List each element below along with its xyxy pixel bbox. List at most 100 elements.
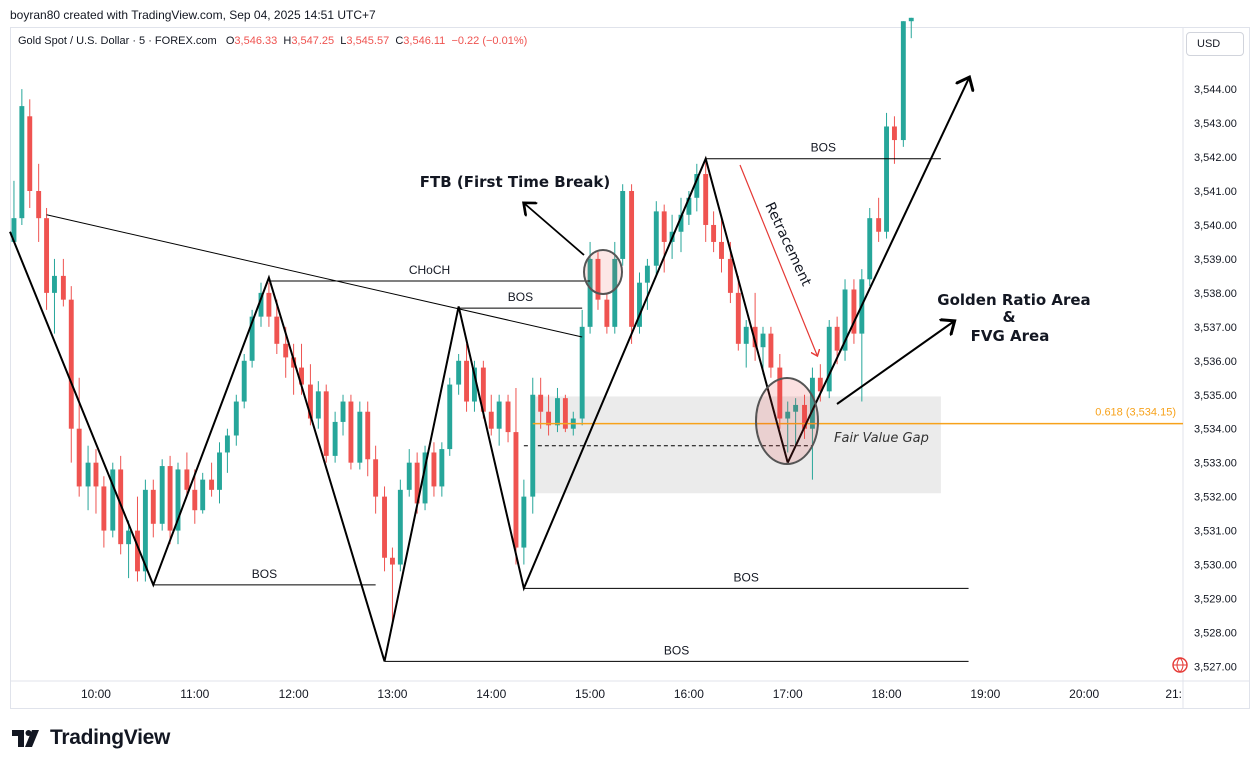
retracement-label: Retracement	[761, 200, 814, 289]
price-tick-label: 3,544.00	[1194, 84, 1237, 96]
candle-body	[447, 384, 453, 450]
candle-body	[809, 377, 815, 429]
time-tick-label: 11:00	[180, 687, 209, 701]
candle-body	[258, 292, 264, 317]
candle-body	[332, 421, 338, 456]
candle-body	[60, 275, 66, 300]
currency-button[interactable]: USD	[1186, 32, 1244, 56]
time-tick-label: 17:00	[773, 687, 803, 701]
candle-body	[431, 452, 437, 487]
price-tick-label: 3,531.00	[1194, 526, 1237, 538]
candle-body	[538, 394, 544, 412]
candle-body	[217, 452, 222, 490]
candle-body	[44, 218, 50, 293]
golden-area-arrow	[836, 322, 953, 405]
candle-body	[546, 411, 552, 426]
candle-body	[274, 316, 280, 344]
candle-body	[694, 174, 700, 198]
candle-body	[315, 391, 321, 419]
time-tick-label: 21:	[1165, 687, 1182, 701]
swing-structure-path	[9, 155, 789, 662]
price-tick-label: 3,538.00	[1194, 288, 1237, 300]
candle-body	[348, 401, 354, 463]
candle-body	[817, 377, 823, 392]
golden-area-circle	[755, 377, 819, 465]
candle-body	[711, 224, 717, 242]
retracement-arrow	[739, 164, 817, 355]
candle-body	[456, 360, 462, 385]
candle-body	[719, 241, 724, 259]
candle-body	[777, 367, 783, 419]
tradingview-brand[interactable]: TradingView	[12, 726, 170, 750]
high-label: H	[283, 35, 292, 47]
candle-body	[562, 398, 568, 429]
candle-body	[241, 360, 247, 402]
bos-label: BOS	[508, 290, 533, 304]
candle-body	[834, 326, 840, 351]
price-tick-label: 3,534.00	[1194, 424, 1237, 436]
chart-credit: boyran80 created with TradingView.com, S…	[10, 8, 376, 22]
low-label: L	[340, 35, 347, 47]
golden-ratio-label: Golden Ratio Area	[937, 291, 1090, 309]
price-tick-label: 3,540.00	[1194, 220, 1237, 232]
candle-body	[373, 459, 379, 497]
time-tick-label: 18:00	[872, 687, 902, 701]
time-tick-label: 16:00	[674, 687, 704, 701]
candle-body	[76, 428, 82, 487]
bos-label: BOS	[811, 141, 836, 155]
ftb-label: FTB (First Time Break)	[420, 173, 610, 191]
candle-body	[891, 126, 897, 141]
candle-body	[612, 258, 618, 327]
candle-body	[678, 214, 684, 232]
candle-body	[793, 404, 799, 412]
candle-body	[884, 126, 889, 232]
candle-body	[587, 258, 593, 327]
ftb-arrow	[525, 204, 585, 256]
candle-body	[184, 469, 190, 490]
candle-body	[579, 326, 585, 419]
candle-body	[406, 462, 412, 490]
candle-body	[126, 530, 132, 545]
candle-body	[768, 333, 774, 368]
candle-body	[19, 106, 25, 219]
candle-body	[752, 326, 758, 348]
candle-body	[505, 401, 511, 433]
candle-body	[85, 462, 91, 487]
choch-label: CHoCH	[409, 263, 450, 277]
price-tick-label: 3,542.00	[1194, 152, 1237, 164]
candle-body	[142, 489, 148, 572]
candle-body	[785, 411, 791, 419]
symbol-name: Gold Spot / U.S. Dollar · 5 · FOREX.com	[18, 35, 217, 47]
candle-body	[192, 489, 198, 511]
candle-body	[382, 496, 387, 558]
time-tick-label: 12:00	[279, 687, 309, 701]
time-tick-label: 14:00	[476, 687, 506, 701]
price-tick-label: 3,527.00	[1194, 661, 1237, 673]
candle-body	[200, 479, 206, 511]
price-tick-label: 3,543.00	[1194, 118, 1237, 130]
candle-body	[644, 265, 650, 283]
candle-body	[842, 289, 848, 351]
candle-body	[397, 489, 403, 565]
tradingview-wordmark: TradingView	[50, 726, 171, 749]
time-tick-label: 19:00	[970, 687, 1000, 701]
price-tick-label: 3,533.00	[1194, 458, 1237, 470]
candle-body	[521, 496, 527, 548]
candle-body	[266, 292, 272, 317]
candle-body	[620, 191, 626, 259]
globe-icon[interactable]	[1172, 657, 1188, 673]
candle-body	[52, 275, 57, 293]
high-value: 3,547.25	[291, 35, 335, 47]
open-value: 3,546.33	[234, 35, 278, 47]
fvg-area-label: FVG Area	[971, 327, 1050, 345]
candle-body	[464, 360, 470, 402]
candle-body	[233, 401, 239, 436]
candle-body	[555, 398, 560, 426]
candle-body	[307, 384, 313, 419]
candle-body	[249, 316, 255, 361]
candle-body	[68, 299, 74, 429]
candle-body	[299, 367, 304, 385]
candle-body	[167, 466, 173, 531]
candle-body	[876, 218, 882, 232]
